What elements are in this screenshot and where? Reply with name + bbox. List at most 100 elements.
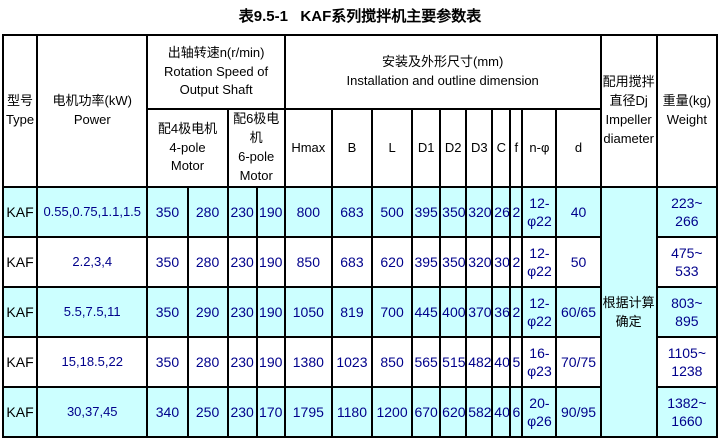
table-cell: 370: [465, 286, 494, 338]
table-cell: 350: [439, 236, 468, 288]
table-cell: 26: [491, 186, 512, 238]
table-cell: 170: [255, 386, 286, 438]
header-b: B: [330, 108, 374, 188]
table-cell: 40: [491, 386, 512, 438]
table-cell: 350: [439, 186, 468, 238]
header-d2: D2: [439, 108, 468, 188]
table-cell: 1105~ 1238: [655, 336, 719, 388]
table-cell: 819: [330, 286, 374, 338]
table-cell: 340: [146, 386, 189, 438]
table-cell: 1180: [330, 386, 374, 438]
table-cell: 2.2,3,4: [36, 236, 149, 288]
table-cell: 400: [439, 286, 468, 338]
table-cell: 190: [255, 336, 286, 388]
table-cell: 16- φ23: [521, 336, 558, 388]
table-cell: 60/65: [555, 286, 602, 338]
parameters-table: 型号 Type 电机功率(kW) Power 出轴转速n(r/min) Rota…: [1, 34, 719, 438]
table-cell: 803~ 895: [655, 286, 719, 338]
table-cell: 190: [255, 286, 286, 338]
table-cell: 500: [370, 186, 414, 238]
table-cell: KAF: [1, 286, 39, 338]
table-cell: 223~ 266: [655, 186, 719, 238]
header-weight: 重量(kg) Weight: [655, 34, 719, 188]
table-cell: 700: [370, 286, 414, 338]
table-cell: 230: [226, 236, 258, 288]
table-cell: 475~ 533: [655, 236, 719, 288]
table-cell: 250: [186, 386, 229, 438]
header-d: d: [555, 108, 602, 188]
header-c: C: [491, 108, 512, 188]
header-row-top: 型号 Type 电机功率(kW) Power 出轴转速n(r/min) Rota…: [1, 34, 719, 188]
table-cell: 683: [330, 186, 374, 238]
table-row: KAF 15,18.5,22 350 280 230 190 1380 1023 850 565 5…: [1, 336, 719, 388]
table-header: 型号 Type 电机功率(kW) Power 出轴转速n(r/min) Rota…: [1, 34, 719, 188]
header-row-sub: 配4极电机 4-pole Motor 配6极电机 6-pole Motor Hm…: [3, 108, 717, 188]
table-cell: 683: [330, 236, 374, 288]
table-cell: 2: [509, 236, 524, 288]
table-cell: 190: [255, 236, 286, 288]
header-d1: D1: [411, 108, 442, 188]
table-cell: 50: [555, 236, 602, 288]
table-cell: 565: [411, 336, 442, 388]
header-impeller-diameter: 配用搅拌直径Dj Impeller diameter: [599, 34, 658, 188]
table-cell: 350: [146, 336, 189, 388]
table-cell: 515: [439, 336, 468, 388]
table-cell: 582: [465, 386, 494, 438]
table-body: KAF 0.55,0.75,1.1,1.5 350 280 230 190 800 683 50…: [1, 186, 719, 438]
table-cell: 395: [411, 186, 442, 238]
table-cell: 800: [283, 186, 333, 238]
header-dimensions: 安装及外形尺寸(mm) Installation and outline dim…: [283, 34, 602, 110]
table-cell: 70/75: [555, 336, 602, 388]
table-cell: KAF: [1, 186, 39, 238]
table-cell: 2: [509, 186, 524, 238]
table-cell: 1200: [370, 386, 414, 438]
table-cell: 620: [370, 236, 414, 288]
table-cell: 1795: [283, 386, 333, 438]
table-cell: 280: [186, 236, 229, 288]
table-cell: 12- φ22: [521, 286, 558, 338]
table-cell: 1050: [283, 286, 333, 338]
table-cell: 445: [411, 286, 442, 338]
table-row: KAF 5.5,7.5,11 350 290 230 190 1050 819 700 445 40…: [1, 286, 719, 338]
table-cell: 290: [186, 286, 229, 338]
table-cell: 280: [186, 336, 229, 388]
table-cell: 20- φ26: [521, 386, 558, 438]
table-cell: 190: [255, 186, 286, 238]
table-cell: KAF: [1, 336, 39, 388]
table-cell: KAF: [1, 386, 39, 438]
table-cell: 36: [491, 286, 512, 338]
table-cell: 850: [370, 336, 414, 388]
table-cell: 30,37,45: [36, 386, 149, 438]
table-cell: 5: [509, 336, 524, 388]
table-cell: 395: [411, 236, 442, 288]
table-cell: 230: [226, 386, 258, 438]
table-cell: KAF: [1, 236, 39, 288]
header-d3: D3: [465, 108, 494, 188]
table-cell: 2: [509, 286, 524, 338]
table-row: KAF 30,37,45 340 250 230 170 1795 1180 1200 670 62…: [1, 386, 719, 438]
table-cell: 30: [491, 236, 512, 288]
table-cell: 350: [146, 186, 189, 238]
table-title: 表9.5-1 KAF系列搅拌机主要参数表: [238, 8, 482, 25]
table-cell: 230: [226, 286, 258, 338]
table-cell: 0.55,0.75,1.1,1.5: [36, 186, 149, 238]
table-cell: 12- φ22: [521, 186, 558, 238]
header-4pole-motor: 配4极电机 4-pole Motor: [146, 108, 229, 188]
table-cell: 12- φ22: [521, 236, 558, 288]
table-cell: 1380: [283, 336, 333, 388]
table-cell: 350: [146, 286, 189, 338]
header-output-speed: 出轴转速n(r/min) Rotation Speed of Output Sh…: [146, 34, 286, 110]
table-cell: 320: [465, 236, 494, 288]
table-cell: 320: [465, 186, 494, 238]
header-6pole-motor: 配6极电机 6-pole Motor: [226, 108, 286, 188]
table-cell: 350: [146, 236, 189, 288]
table-cell: 40: [491, 336, 512, 388]
header-n-phi: n-φ: [521, 108, 558, 188]
header-f: f: [509, 108, 524, 188]
table-cell: 280: [186, 186, 229, 238]
table-cell: 850: [283, 236, 333, 288]
table-cell: 5.5,7.5,11: [36, 286, 149, 338]
table-cell: 482: [465, 336, 494, 388]
table-cell: 620: [439, 386, 468, 438]
table-cell: 1382~ 1660: [655, 386, 719, 438]
